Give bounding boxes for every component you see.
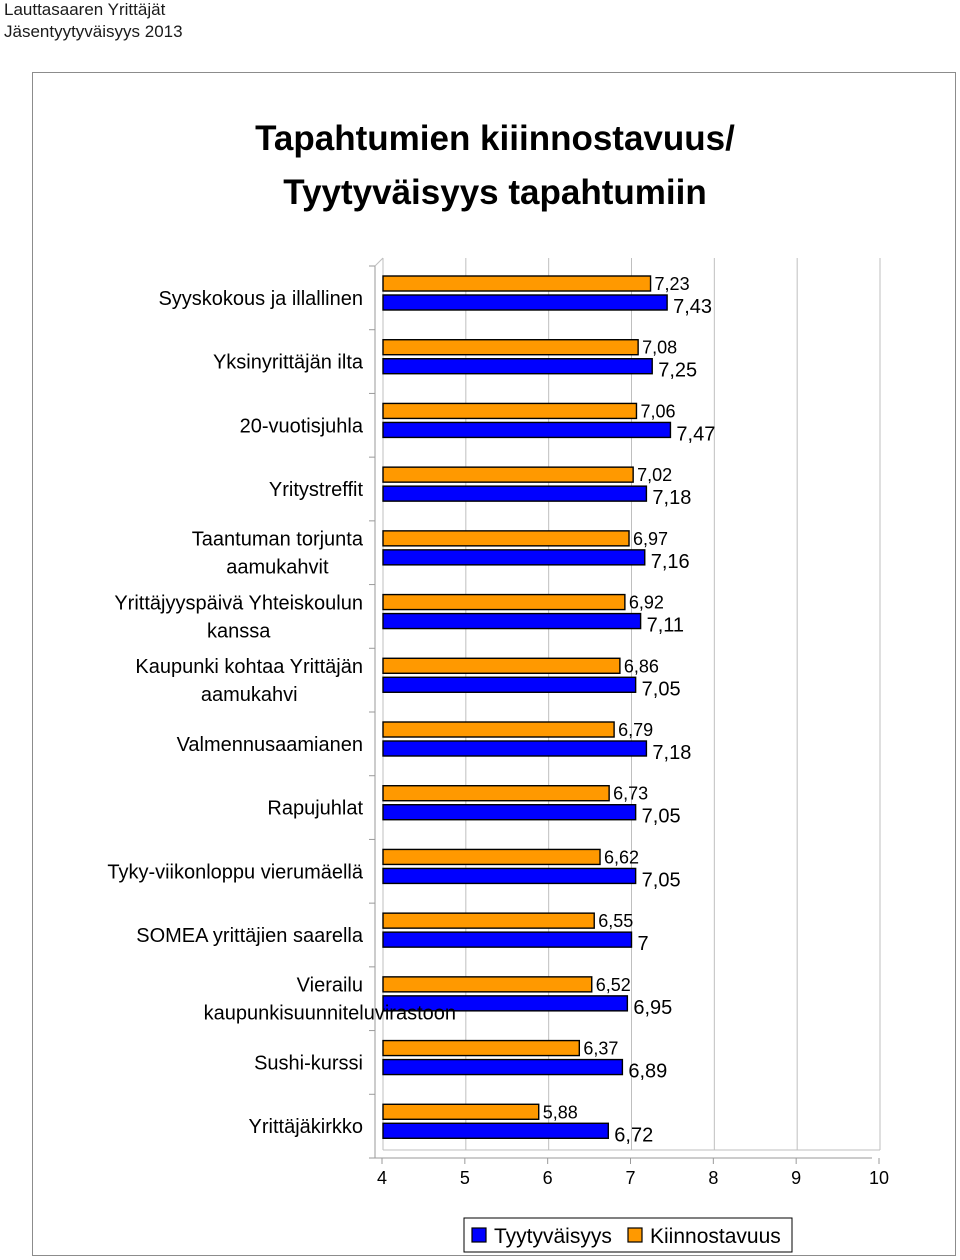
header-organization: Lauttasaaren Yrittäjät: [4, 0, 166, 19]
chart-title-line-2: Tyytyväisyys tapahtumiin: [283, 173, 707, 212]
category-label: Tyky-viikonloppu vierumäellä: [107, 861, 364, 883]
bar-tyytyvaisyys: [382, 612, 642, 630]
bar-kiinnostavuus: [382, 976, 593, 993]
bar-tyytyvaisyys: [382, 931, 633, 948]
chart-title: Tapahtumien kiiinnostavuus/ Tyytyväisyys…: [0, 112, 960, 220]
x-tick-label: 6: [543, 1168, 553, 1188]
bar-kiinnostavuus: [382, 912, 595, 929]
category-label: Syyskokous ja illallinen: [158, 288, 363, 310]
category-label-line-2: aamukahvit: [226, 557, 329, 579]
bar-kiinnostavuus: [382, 339, 639, 356]
bar-kiinnostavuus: [382, 1103, 540, 1120]
data-label-kiinnostavuus: 7,06: [640, 401, 675, 421]
category-label-line-2: kanssa: [207, 620, 271, 642]
category-label: Kaupunki kohtaa Yrittäjän: [135, 656, 363, 678]
bar-tyytyvaisyys: [382, 294, 668, 311]
data-label-tyytyvaisyys: 7,18: [652, 487, 691, 509]
data-label-kiinnostavuus: 7,23: [655, 274, 690, 294]
chart-title-line-1: Tapahtumien kiiinnostavuus/: [255, 119, 735, 158]
data-label-kiinnostavuus: 6,55: [598, 911, 633, 931]
bar-tyytyvaisyys: [382, 549, 646, 566]
bar-kiinnostavuus: [382, 275, 652, 292]
data-label-tyytyvaisyys: 7,05: [642, 678, 681, 700]
x-tick-label: 8: [708, 1168, 718, 1188]
data-label-tyytyvaisyys: 6,72: [614, 1124, 653, 1146]
data-label-kiinnostavuus: 6,37: [583, 1039, 618, 1059]
data-label-kiinnostavuus: 5,88: [543, 1102, 578, 1122]
bar-kiinnostavuus: [382, 1039, 581, 1057]
legend-label: Tyytyväisyys: [494, 1225, 612, 1248]
x-tick-label: 7: [625, 1168, 635, 1188]
bar-tyytyvaisyys: [382, 485, 648, 502]
bar-kiinnostavuus: [382, 848, 601, 866]
x-tick-label: 4: [377, 1168, 387, 1188]
bar-kiinnostavuus: [382, 721, 615, 738]
x-tick-label: 5: [460, 1168, 470, 1188]
data-label-kiinnostavuus: 6,97: [633, 529, 668, 549]
category-label: Sushi-kurssi: [254, 1052, 363, 1074]
data-label-tyytyvaisyys: 7,16: [651, 551, 690, 573]
data-label-kiinnostavuus: 6,52: [596, 975, 631, 995]
bar-kiinnostavuus: [382, 530, 630, 547]
bar-kiinnostavuus: [382, 593, 626, 611]
data-label-kiinnostavuus: 6,86: [624, 656, 659, 676]
data-label-kiinnostavuus: 7,02: [637, 465, 672, 485]
data-label-tyytyvaisyys: 7,25: [658, 360, 697, 382]
bar-tyytyvaisyys: [382, 995, 629, 1012]
data-label-tyytyvaisyys: 7: [638, 933, 649, 955]
bar-tyytyvaisyys: [382, 804, 637, 821]
category-label: Yksinyrittäjän ilta: [213, 352, 364, 374]
chart-frame: [32, 72, 956, 1256]
bar-kiinnostavuus: [382, 402, 638, 420]
data-label-tyytyvaisyys: 6,95: [633, 997, 672, 1019]
category-label: Valmennusaamianen: [177, 734, 363, 756]
data-label-kiinnostavuus: 6,73: [613, 784, 648, 804]
bar-tyytyvaisyys: [382, 740, 648, 757]
data-label-tyytyvaisyys: 7,18: [652, 742, 691, 764]
data-label-kiinnostavuus: 7,08: [642, 338, 677, 358]
data-label-tyytyvaisyys: 7,11: [647, 615, 684, 637]
category-label: SOMEA yrittäjien saarella: [136, 925, 364, 947]
bar-tyytyvaisyys: [382, 867, 637, 885]
category-label: 20-vuotisjuhla: [240, 415, 364, 437]
category-label: Rapujuhlat: [267, 798, 363, 820]
category-label: Vierailu: [297, 975, 363, 997]
legend-swatch: [471, 1227, 487, 1243]
bar-kiinnostavuus: [382, 466, 634, 483]
bar-tyytyvaisyys: [382, 1122, 610, 1139]
data-label-tyytyvaisyys: 7,05: [642, 806, 681, 828]
axis-depth-line: [374, 257, 384, 267]
data-label-kiinnostavuus: 6,79: [618, 720, 653, 740]
category-label-line-2: kaupunkisuunniteluvirastoon: [204, 1003, 456, 1025]
x-tick-label: 9: [791, 1168, 801, 1188]
bar-kiinnostavuus: [382, 785, 610, 802]
category-label: Yrittäjyyspäivä Yhteiskoulun: [114, 592, 363, 614]
legend-swatch: [627, 1227, 643, 1243]
bar-tyytyvaisyys: [382, 1058, 624, 1076]
bar-tyytyvaisyys: [382, 676, 637, 693]
data-label-tyytyvaisyys: 7,47: [676, 423, 715, 445]
data-label-kiinnostavuus: 6,62: [604, 847, 639, 867]
bar-tyytyvaisyys: [382, 421, 672, 439]
data-label-tyytyvaisyys: 7,43: [673, 296, 712, 318]
category-label: Yrittäjäkirkko: [249, 1116, 363, 1138]
data-label-tyytyvaisyys: 6,89: [628, 1061, 667, 1083]
data-label-kiinnostavuus: 6,92: [629, 593, 664, 613]
data-label-tyytyvaisyys: 7,05: [642, 869, 681, 891]
category-label-line-2: aamukahvi: [201, 684, 298, 706]
header-survey-name: Jäsentyytyväisyys 2013: [4, 22, 183, 41]
category-label: Taantuman torjunta: [192, 529, 364, 551]
x-tick-label: 10: [869, 1168, 889, 1188]
bar-tyytyvaisyys: [382, 358, 653, 375]
legend-label: Kiinnostavuus: [650, 1225, 781, 1248]
category-label: Yritystreffit: [269, 479, 364, 501]
bar-kiinnostavuus: [382, 657, 621, 674]
